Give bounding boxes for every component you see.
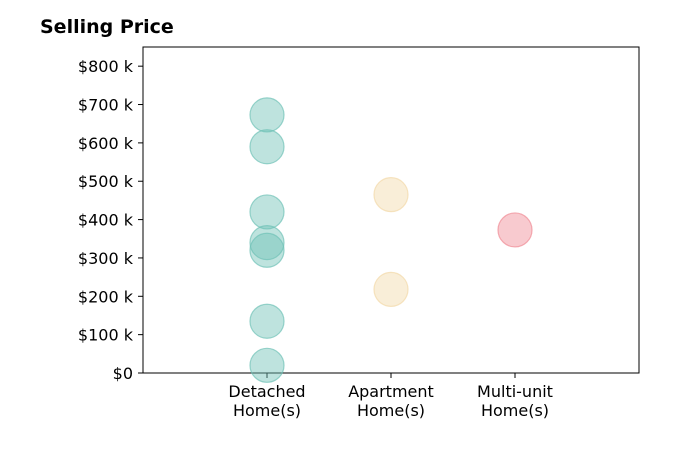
y-tick-label: $600 k: [78, 134, 134, 153]
y-tick-label: $300 k: [78, 249, 134, 268]
y-tick-label: $400 k: [78, 211, 134, 230]
data-point: [373, 271, 409, 307]
x-axis: DetachedHome(s)ApartmentHome(s)Multi-uni…: [228, 373, 553, 420]
y-tick-label: $500 k: [78, 172, 134, 191]
x-tick-label: Home(s): [233, 401, 301, 420]
x-tick-label: Multi-unit: [477, 382, 553, 401]
y-axis: $0 $100 k $200 k $300 k $400 k $500 k $600 k $7…: [78, 57, 143, 383]
data-points: [249, 97, 533, 383]
y-tick-label: $0: [113, 364, 133, 383]
x-tick-label: Detached: [228, 382, 305, 401]
data-point: [249, 303, 285, 339]
chart-title: Selling Price: [40, 16, 174, 38]
data-point: [249, 225, 285, 261]
y-tick-label: $800 k: [78, 57, 134, 76]
data-point: [497, 212, 533, 248]
y-tick-label: $200 k: [78, 287, 134, 306]
data-point: [249, 97, 285, 133]
x-tick-label: Home(s): [481, 401, 549, 420]
data-point: [249, 232, 285, 268]
data-point: [249, 194, 285, 230]
data-point: [249, 347, 285, 383]
data-point: [373, 177, 409, 213]
x-tick-label: Home(s): [357, 401, 425, 420]
data-point: [249, 129, 285, 165]
y-tick-label: $100 k: [78, 326, 134, 345]
y-tick-label: $700 k: [78, 96, 134, 115]
x-tick-label: Apartment: [348, 382, 434, 401]
